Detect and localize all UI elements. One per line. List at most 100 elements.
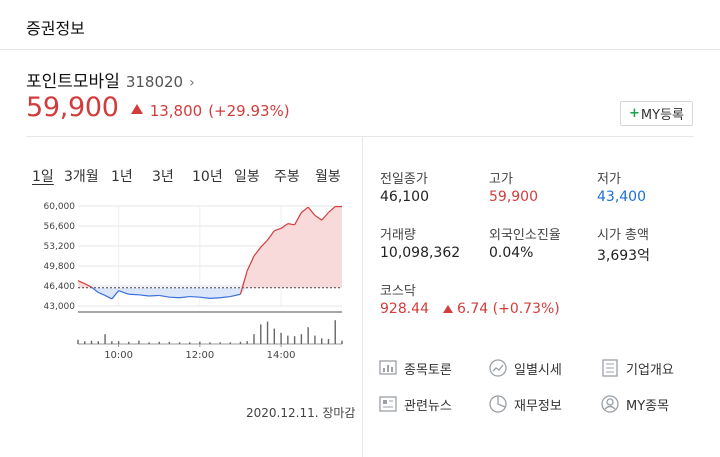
price-row: 59,900 13,800 (+29.93%) xyxy=(26,92,290,123)
volume-bar xyxy=(287,335,289,344)
stat-high: 고가 59,900 xyxy=(489,172,538,205)
tab-10years[interactable]: 10년 xyxy=(192,169,223,185)
price-point xyxy=(294,224,296,226)
stock-code[interactable]: 318020 xyxy=(125,73,184,91)
price-line-segment xyxy=(220,295,231,299)
price-line-segment xyxy=(209,297,221,299)
tab-daily-candle[interactable]: 일봉 xyxy=(234,169,260,185)
stat-kosdaq: 코스닥 928.44 6.74 (+0.73%) xyxy=(380,284,560,317)
stock-name-link[interactable]: 포인트모바일 318020 › xyxy=(26,67,195,92)
volume-bar xyxy=(334,320,336,344)
chart-date-caption: 2020.12.11. 장마감 xyxy=(246,406,356,420)
link-my-stocks[interactable]: MY종목 xyxy=(600,394,669,414)
price-line-segment xyxy=(280,223,289,229)
volume-bar xyxy=(293,336,296,344)
price-point xyxy=(189,296,191,298)
volume-bar xyxy=(246,341,248,344)
trend-line-icon xyxy=(489,359,507,377)
price-point xyxy=(253,255,255,257)
change-amount: 13,800 xyxy=(149,102,203,120)
price-point xyxy=(307,206,309,208)
price-point xyxy=(334,206,336,208)
volume-bar xyxy=(138,340,140,344)
volume-bar xyxy=(273,328,276,344)
my-register-button[interactable]: + MY등록 xyxy=(620,101,693,126)
y-tick-label: 60,000 xyxy=(44,202,76,212)
tab-1day[interactable]: 1일 xyxy=(32,169,54,185)
price-line-segment xyxy=(328,206,336,213)
link-related-news[interactable]: 관련뉴스 xyxy=(378,394,452,414)
stock-name[interactable]: 포인트모바일 xyxy=(26,72,120,92)
price-point xyxy=(128,293,130,295)
price-point xyxy=(169,296,171,298)
volume-bar xyxy=(188,342,191,344)
volume-bar xyxy=(229,342,232,344)
volume-bar xyxy=(117,341,120,344)
document-list-icon xyxy=(602,359,618,377)
volume-bar xyxy=(219,342,221,344)
price-point xyxy=(314,215,316,217)
price-point xyxy=(179,297,181,299)
volume-bar xyxy=(300,334,303,344)
volume-bar xyxy=(320,338,323,344)
price-point xyxy=(328,212,330,214)
user-icon xyxy=(601,395,619,413)
price-line-segment xyxy=(307,206,316,216)
volume-bar xyxy=(90,340,93,344)
price-line-segment xyxy=(169,296,180,299)
price-point xyxy=(246,270,248,272)
price-line-segment xyxy=(98,291,106,296)
price-line-segment xyxy=(253,246,262,257)
price-line-segment xyxy=(159,294,170,298)
tab-3months[interactable]: 3개월 xyxy=(64,169,99,185)
chart-period-tabs: 1일 3개월 1년 3년 10년 일봉 주봉 월봉 xyxy=(32,166,351,186)
price-point xyxy=(111,298,113,300)
price-line-segment xyxy=(189,295,200,298)
link-discussion[interactable]: 종목토론 xyxy=(378,358,452,378)
volume-bar xyxy=(327,338,330,344)
y-tick-label: 46,400 xyxy=(44,282,76,292)
price-point xyxy=(158,295,160,297)
link-daily-price[interactable]: 일별시세 xyxy=(488,358,562,378)
divider-vertical xyxy=(362,137,363,457)
price-point xyxy=(287,223,289,225)
price-point xyxy=(91,286,93,288)
volume-bar xyxy=(307,327,309,344)
tab-3years[interactable]: 3년 xyxy=(152,169,174,185)
stat-volume: 거래량 10,098,362 xyxy=(380,228,461,261)
pie-chart-icon xyxy=(489,395,507,413)
volume-bar xyxy=(97,341,100,344)
price-line-segment xyxy=(294,212,302,226)
y-tick-label: 43,000 xyxy=(44,302,76,312)
stat-low: 저가 43,400 xyxy=(597,172,646,205)
price-point xyxy=(199,296,201,298)
tab-monthly-candle[interactable]: 월봉 xyxy=(315,169,341,185)
intraday-price-chart[interactable]: 60,000 56,600 53,200 49,800 46,400 43,000 10:0… xyxy=(26,196,346,366)
price-point xyxy=(148,295,150,297)
newspaper-icon xyxy=(379,396,397,412)
above-baseline-area xyxy=(78,206,342,288)
volume-bar xyxy=(178,342,181,344)
price-line-segment xyxy=(118,290,129,295)
tab-1year[interactable]: 1년 xyxy=(111,169,133,185)
price-line-segment xyxy=(239,270,248,295)
volume-bar xyxy=(84,341,86,344)
price-line-segment xyxy=(179,295,190,299)
link-financial-info[interactable]: 재무정보 xyxy=(488,394,562,414)
price-line-segment xyxy=(274,227,282,232)
tab-weekly-candle[interactable]: 주봉 xyxy=(274,169,300,185)
up-arrow-icon xyxy=(443,305,453,313)
volume-bar xyxy=(158,341,160,344)
volume-bar xyxy=(341,340,343,344)
volume-bar xyxy=(148,342,150,344)
price-line-segment xyxy=(91,286,99,293)
y-tick-label: 56,600 xyxy=(44,222,76,232)
price-line-segment xyxy=(246,255,255,271)
link-company-overview[interactable]: 기업개요 xyxy=(600,358,674,378)
volume-bar xyxy=(253,334,255,344)
price-point xyxy=(209,298,211,300)
chevron-right-icon[interactable]: › xyxy=(189,75,195,91)
volume-bar xyxy=(104,334,106,344)
price-line-segment xyxy=(230,293,241,298)
